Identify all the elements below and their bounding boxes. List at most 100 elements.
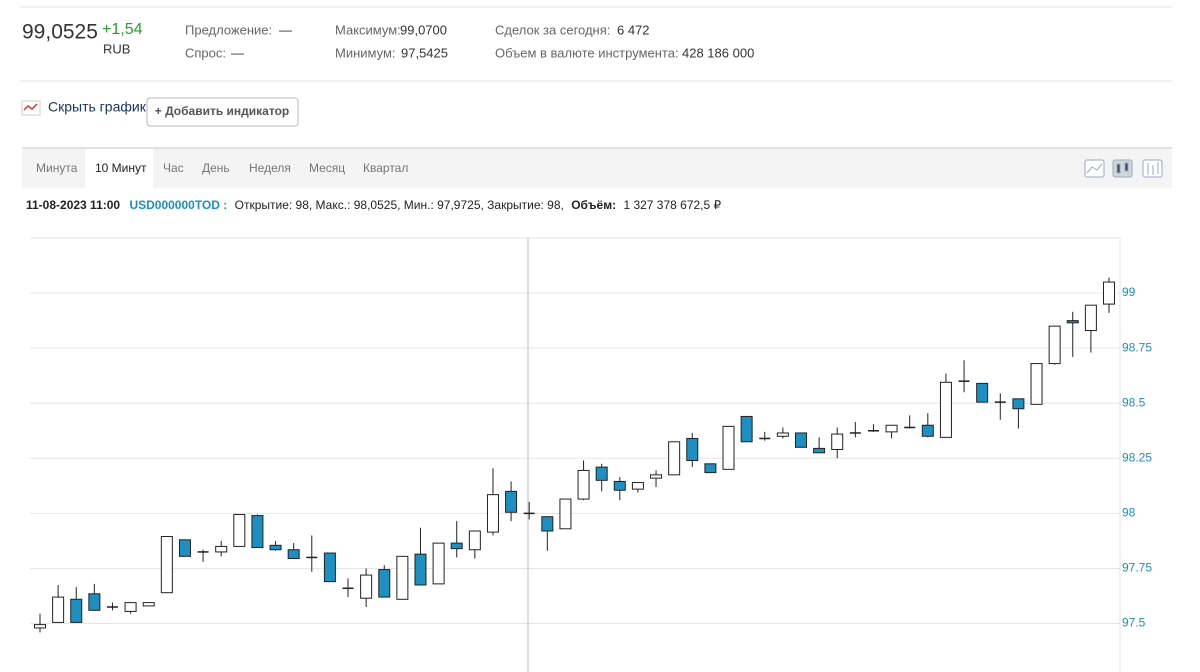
candle-body	[142, 602, 155, 607]
candle-body	[233, 513, 246, 547]
candle	[740, 415, 753, 443]
add-indicator-button[interactable]	[146, 97, 299, 127]
y-tick-label: 98.25	[1122, 450, 1152, 464]
candle-body	[160, 536, 173, 594]
add-indicator[interactable]: + Добавить индикатор	[155, 104, 289, 118]
candle	[904, 415, 916, 429]
candle-body	[70, 598, 83, 623]
candle	[414, 527, 427, 586]
bid-label: Предложение:	[185, 22, 272, 37]
candle-body	[686, 437, 699, 462]
candle	[849, 421, 861, 438]
selected-tab-bg	[85, 149, 153, 188]
candle	[794, 432, 807, 448]
tab[interactable]: Месяц	[309, 161, 345, 175]
candle	[631, 482, 644, 493]
info-volume: 1 327 378 672,5 ₽	[623, 198, 721, 212]
candle	[686, 432, 699, 468]
candle	[776, 427, 789, 439]
y-tick-label: 98.5	[1122, 395, 1146, 409]
candle-body	[776, 432, 789, 437]
candle	[360, 568, 373, 608]
candle	[559, 498, 572, 530]
candle	[269, 540, 282, 551]
low-label: Минимум:	[335, 45, 396, 60]
candle-body	[831, 433, 844, 450]
info-ticker: USD000000TOD :	[129, 198, 227, 212]
tab[interactable]: День	[202, 161, 230, 175]
tab[interactable]: 10 Минут	[95, 161, 147, 175]
candle	[595, 463, 608, 492]
tab[interactable]: Квартал	[363, 161, 408, 175]
tab[interactable]: Неделя	[249, 161, 291, 175]
candle-body	[269, 544, 282, 551]
candle-body	[178, 539, 191, 557]
candle	[577, 460, 590, 501]
candle	[124, 602, 137, 614]
tab[interactable]: Минута	[36, 161, 78, 175]
candle-body	[921, 424, 934, 437]
candle-body	[631, 482, 644, 490]
candle	[704, 463, 717, 474]
candle	[468, 530, 481, 559]
candle-body	[885, 424, 898, 433]
candle-body	[867, 430, 879, 432]
candle	[958, 360, 970, 393]
candle-body	[1066, 320, 1079, 324]
high-label: Максимум:	[335, 22, 401, 37]
candle	[342, 578, 354, 598]
candle	[1084, 304, 1097, 353]
candle-body	[794, 432, 807, 448]
y-tick-label: 98.75	[1122, 340, 1152, 354]
candle-body	[849, 432, 861, 434]
candle-body	[559, 498, 572, 530]
info-volume-label: Объём:	[571, 198, 616, 212]
candle-body	[939, 381, 952, 438]
candle	[323, 552, 336, 583]
hide-chart-icon[interactable]	[21, 100, 41, 116]
candle	[541, 516, 554, 551]
candle-body	[414, 553, 427, 586]
candle-body	[468, 530, 481, 551]
tab-bar	[22, 148, 1172, 188]
candle-body	[342, 587, 354, 590]
ask-label: Спрос:	[185, 45, 226, 60]
volume-label: Объем в валюте инструмента:	[495, 45, 679, 60]
candle-body	[450, 542, 463, 550]
candle-body	[613, 480, 626, 491]
chart-type-icons[interactable]	[1084, 159, 1163, 178]
candle	[939, 373, 952, 438]
candle-body	[505, 490, 518, 513]
candle-body	[106, 606, 118, 608]
candle	[233, 513, 246, 547]
candle	[215, 540, 228, 557]
candle-body	[323, 552, 336, 583]
bid: —	[279, 22, 292, 37]
candle	[70, 587, 83, 623]
ask: —	[231, 45, 244, 60]
candle	[178, 539, 191, 557]
candle	[251, 514, 264, 549]
candle	[160, 536, 173, 594]
price: 99,0525	[22, 21, 98, 44]
candle	[885, 424, 898, 439]
info-datetime: 11-08-2023 11:00	[26, 198, 120, 212]
candle-body	[306, 556, 318, 559]
candle-body	[197, 551, 209, 553]
candle-body	[904, 426, 916, 429]
candle	[505, 481, 518, 522]
tab[interactable]: Час	[163, 161, 184, 175]
candle	[34, 613, 46, 633]
y-tick-label: 98	[1122, 506, 1136, 520]
candle-body	[52, 596, 65, 623]
deals: 6 472	[617, 22, 650, 37]
candle	[197, 549, 209, 562]
candle	[759, 431, 771, 441]
candle-body	[541, 516, 554, 532]
candle	[613, 477, 626, 501]
candle	[396, 555, 409, 600]
candle	[831, 427, 844, 459]
hide-chart[interactable]: Скрыть график	[48, 99, 147, 115]
candle	[668, 441, 681, 476]
